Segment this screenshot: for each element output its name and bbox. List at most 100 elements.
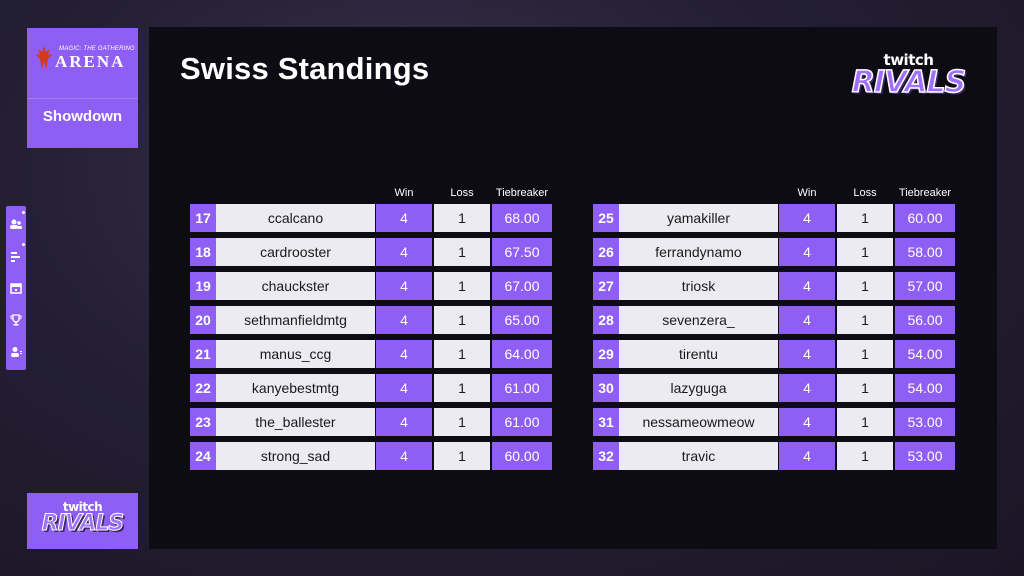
tiebreaker-cell: 58.00 <box>895 238 955 266</box>
table-row: 19 chauckster 4 1 67.00 <box>190 272 552 300</box>
rank-cell: 27 <box>593 272 619 300</box>
win-cell: 4 <box>779 442 835 470</box>
win-cell: 4 <box>376 340 432 368</box>
calendar-icon[interactable] <box>9 281 23 295</box>
win-cell: 4 <box>376 408 432 436</box>
player-name-cell: manus_ccg <box>216 340 375 368</box>
table-row: 21 manus_ccg 4 1 64.00 <box>190 340 552 368</box>
loss-cell: 1 <box>434 306 490 334</box>
win-cell: 4 <box>376 238 432 266</box>
event-logo-panel: MAGIC: THE GATHERING ARENA Showdown <box>27 28 138 148</box>
player-name-cell: tirentu <box>619 340 778 368</box>
divider <box>27 98 138 99</box>
player-name-cell: travic <box>619 442 778 470</box>
loss-cell: 1 <box>837 442 893 470</box>
tiebreaker-cell: 67.50 <box>492 238 552 266</box>
win-cell: 4 <box>779 204 835 232</box>
rank-cell: 21 <box>190 340 216 368</box>
mtg-arena-logo: MAGIC: THE GATHERING ARENA <box>35 44 135 74</box>
tiebreaker-cell: 61.00 <box>492 408 552 436</box>
loss-cell: 1 <box>434 272 490 300</box>
win-cell: 4 <box>779 408 835 436</box>
rivals-wordmark: RIVALS <box>41 511 125 536</box>
loss-cell: 1 <box>837 408 893 436</box>
notification-dot <box>22 211 25 214</box>
loss-cell: 1 <box>837 204 893 232</box>
table-row: 25 yamakiller 4 1 60.00 <box>593 204 955 232</box>
loss-cell: 1 <box>434 204 490 232</box>
twitch-rivals-logo: twitch RIVALS <box>37 501 128 535</box>
loss-cell: 1 <box>434 340 490 368</box>
twitch-wordmark: twitch <box>883 51 934 69</box>
win-cell: 4 <box>779 306 835 334</box>
rank-cell: 31 <box>593 408 619 436</box>
player-name-cell: ccalcano <box>216 204 375 232</box>
player-name-cell: sethmanfieldmtg <box>216 306 375 334</box>
standings-icon[interactable] <box>9 249 23 263</box>
rank-cell: 24 <box>190 442 216 470</box>
player-name-cell: strong_sad <box>216 442 375 470</box>
tiebreaker-cell: 68.00 <box>492 204 552 232</box>
side-rail <box>6 206 26 370</box>
standings-table-right: Win Loss Tiebreaker 25 yamakiller 4 1 60.00 … <box>593 187 955 476</box>
rivals-wordmark: RIVALS <box>851 65 967 100</box>
rank-cell: 17 <box>190 204 216 232</box>
table-row: 23 the_ballester 4 1 61.00 <box>190 408 552 436</box>
loss-cell: 1 <box>837 272 893 300</box>
twitch-rivals-logo: twitch RIVALS <box>846 51 971 100</box>
column-header-loss: Loss <box>450 187 474 199</box>
notification-dot <box>22 243 25 246</box>
tiebreaker-cell: 53.00 <box>895 408 955 436</box>
table-header: Win Loss Tiebreaker <box>190 187 552 204</box>
tiebreaker-cell: 57.00 <box>895 272 955 300</box>
rank-cell: 28 <box>593 306 619 334</box>
player-name-cell: nessameowmeow <box>619 408 778 436</box>
player-name-cell: the_ballester <box>216 408 375 436</box>
mtg-subtitle: MAGIC: THE GATHERING <box>59 46 135 52</box>
loss-cell: 1 <box>837 238 893 266</box>
column-header-win: Win <box>797 187 817 199</box>
profile-icon[interactable] <box>9 345 23 359</box>
win-cell: 4 <box>376 442 432 470</box>
tiebreaker-cell: 54.00 <box>895 340 955 368</box>
player-name-cell: chauckster <box>216 272 375 300</box>
table-header: Win Loss Tiebreaker <box>593 187 955 204</box>
column-header-win: Win <box>394 187 414 199</box>
rank-cell: 30 <box>593 374 619 402</box>
win-cell: 4 <box>779 238 835 266</box>
mtg-planeswalker-icon <box>35 46 53 70</box>
standings-table-left: Win Loss Tiebreaker 17 ccalcano 4 1 68.00 18… <box>190 187 552 476</box>
column-header-loss: Loss <box>853 187 877 199</box>
rank-cell: 22 <box>190 374 216 402</box>
twitch-rivals-badge: twitch RIVALS <box>27 493 138 549</box>
table-row: 22 kanyebestmtg 4 1 61.00 <box>190 374 552 402</box>
win-cell: 4 <box>779 272 835 300</box>
table-row: 29 tirentu 4 1 54.00 <box>593 340 955 368</box>
table-row: 24 strong_sad 4 1 60.00 <box>190 442 552 470</box>
loss-cell: 1 <box>434 238 490 266</box>
tiebreaker-cell: 60.00 <box>895 204 955 232</box>
trophy-icon[interactable] <box>9 313 23 327</box>
tiebreaker-cell: 53.00 <box>895 442 955 470</box>
twitch-wordmark: twitch <box>62 500 103 514</box>
tiebreaker-cell: 65.00 <box>492 306 552 334</box>
column-header-tiebreaker: Tiebreaker <box>898 187 952 199</box>
table-row: 17 ccalcano 4 1 68.00 <box>190 204 552 232</box>
win-cell: 4 <box>376 374 432 402</box>
players-icon[interactable] <box>9 217 23 231</box>
player-name-cell: yamakiller <box>619 204 778 232</box>
tiebreaker-cell: 60.00 <box>492 442 552 470</box>
table-row: 18 cardrooster 4 1 67.50 <box>190 238 552 266</box>
player-name-cell: ferrandynamo <box>619 238 778 266</box>
table-row: 26 ferrandynamo 4 1 58.00 <box>593 238 955 266</box>
rank-cell: 18 <box>190 238 216 266</box>
player-name-cell: kanyebestmtg <box>216 374 375 402</box>
rank-cell: 26 <box>593 238 619 266</box>
tiebreaker-cell: 64.00 <box>492 340 552 368</box>
tiebreaker-cell: 61.00 <box>492 374 552 402</box>
tiebreaker-cell: 54.00 <box>895 374 955 402</box>
loss-cell: 1 <box>434 442 490 470</box>
rank-cell: 25 <box>593 204 619 232</box>
win-cell: 4 <box>779 340 835 368</box>
page-title: Swiss Standings <box>180 51 430 86</box>
